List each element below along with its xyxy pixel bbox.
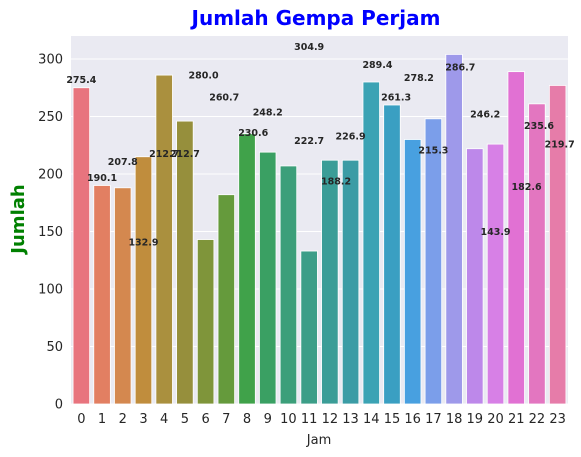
y-tick-label: 250: [38, 110, 63, 125]
value-label: 260.7: [209, 92, 239, 103]
bar: [238, 133, 256, 405]
bar: [362, 81, 380, 405]
y-tick-label: 100: [38, 283, 63, 298]
x-tick-label: 18: [446, 412, 463, 427]
x-tick-label: 4: [160, 412, 168, 427]
x-tick-label: 17: [425, 412, 442, 427]
x-tick-label: 8: [243, 412, 251, 427]
x-tick-label: 13: [342, 412, 359, 427]
bars: [72, 54, 567, 405]
value-label: 212.7: [149, 149, 179, 160]
y-tick-label: 50: [46, 340, 63, 355]
value-label: 275.4: [66, 75, 96, 86]
y-tick-label: 200: [38, 168, 63, 183]
value-label: 212.7: [170, 149, 200, 160]
x-tick-label: 11: [301, 412, 318, 427]
x-tick-label: 9: [264, 412, 272, 427]
x-tick-label: 0: [77, 412, 85, 427]
value-label: 235.6: [524, 121, 554, 132]
value-label: 215.3: [418, 145, 448, 156]
y-tick-label: 150: [38, 225, 63, 240]
value-label: 132.9: [128, 237, 158, 248]
x-tick-label: 7: [222, 412, 230, 427]
value-label: 261.3: [381, 92, 411, 103]
value-label: 280.0: [189, 71, 219, 82]
value-label: 278.2: [404, 73, 434, 84]
bar: [383, 104, 401, 405]
x-tick-label: 22: [529, 412, 546, 427]
bar: [528, 103, 546, 405]
y-tick-label: 300: [38, 53, 63, 68]
x-tick-label: 3: [139, 412, 147, 427]
y-axis-label: Jumlah: [8, 184, 29, 255]
x-tick-label: 2: [119, 412, 127, 427]
value-label: 190.1: [87, 173, 117, 184]
bar: [114, 187, 132, 405]
bar: [404, 139, 422, 405]
x-tick-label: 5: [181, 412, 189, 427]
bar: [279, 165, 298, 405]
x-tick-label: 12: [322, 412, 339, 427]
x-tick-label: 1: [98, 412, 106, 427]
value-label: 188.2: [321, 176, 351, 187]
bar: [341, 159, 360, 405]
x-axis-label: Jam: [306, 433, 331, 448]
x-tick-label: 15: [384, 412, 401, 427]
x-tick-label: 10: [280, 412, 297, 427]
x-tick-label: 16: [404, 412, 421, 427]
chart-title: Jumlah Gempa Perjam: [190, 6, 441, 30]
plot-area: [71, 36, 568, 404]
bar: [176, 120, 194, 405]
value-label: 182.6: [512, 182, 542, 193]
bar: [93, 185, 111, 405]
bar: [155, 74, 173, 405]
x-axis-ticks: 0 1 2 3 4 5 6 7 8 9 10 11 12 13 14 15 16 17 18 19 20 21 22 23: [77, 412, 566, 427]
bar: [134, 156, 153, 405]
x-tick-label: 14: [363, 412, 380, 427]
x-tick-label: 20: [487, 412, 504, 427]
y-axis-ticks: 0 50 100 150 200 250 300: [38, 53, 63, 413]
bar: [321, 159, 339, 405]
value-label: 289.4: [362, 60, 392, 71]
bar: [548, 85, 567, 405]
bar: [217, 194, 235, 405]
value-label: 226.9: [336, 132, 366, 143]
x-tick-label: 6: [201, 412, 209, 427]
value-label: 219.7: [545, 140, 575, 151]
value-label: 207.8: [108, 157, 138, 168]
bar: [486, 143, 505, 405]
value-label: 230.6: [238, 128, 268, 139]
value-label: 246.2: [470, 110, 500, 121]
bar: [507, 71, 525, 405]
bar: [424, 118, 443, 405]
value-label: 222.7: [294, 136, 324, 147]
value-label: 248.2: [253, 107, 283, 118]
bar: [466, 148, 484, 405]
bar: [445, 54, 463, 405]
bar: [72, 87, 91, 405]
y-tick-label: 0: [55, 398, 63, 413]
bar: [259, 151, 277, 405]
value-label: 286.7: [445, 63, 475, 74]
gridlines: [71, 58, 568, 405]
value-label: 143.9: [480, 227, 510, 238]
x-tick-label: 21: [508, 412, 525, 427]
value-label: 304.9: [294, 42, 324, 53]
x-tick-label: 19: [467, 412, 484, 427]
x-tick-label: 23: [549, 412, 566, 427]
bar: [196, 239, 215, 405]
bar: [300, 250, 318, 405]
